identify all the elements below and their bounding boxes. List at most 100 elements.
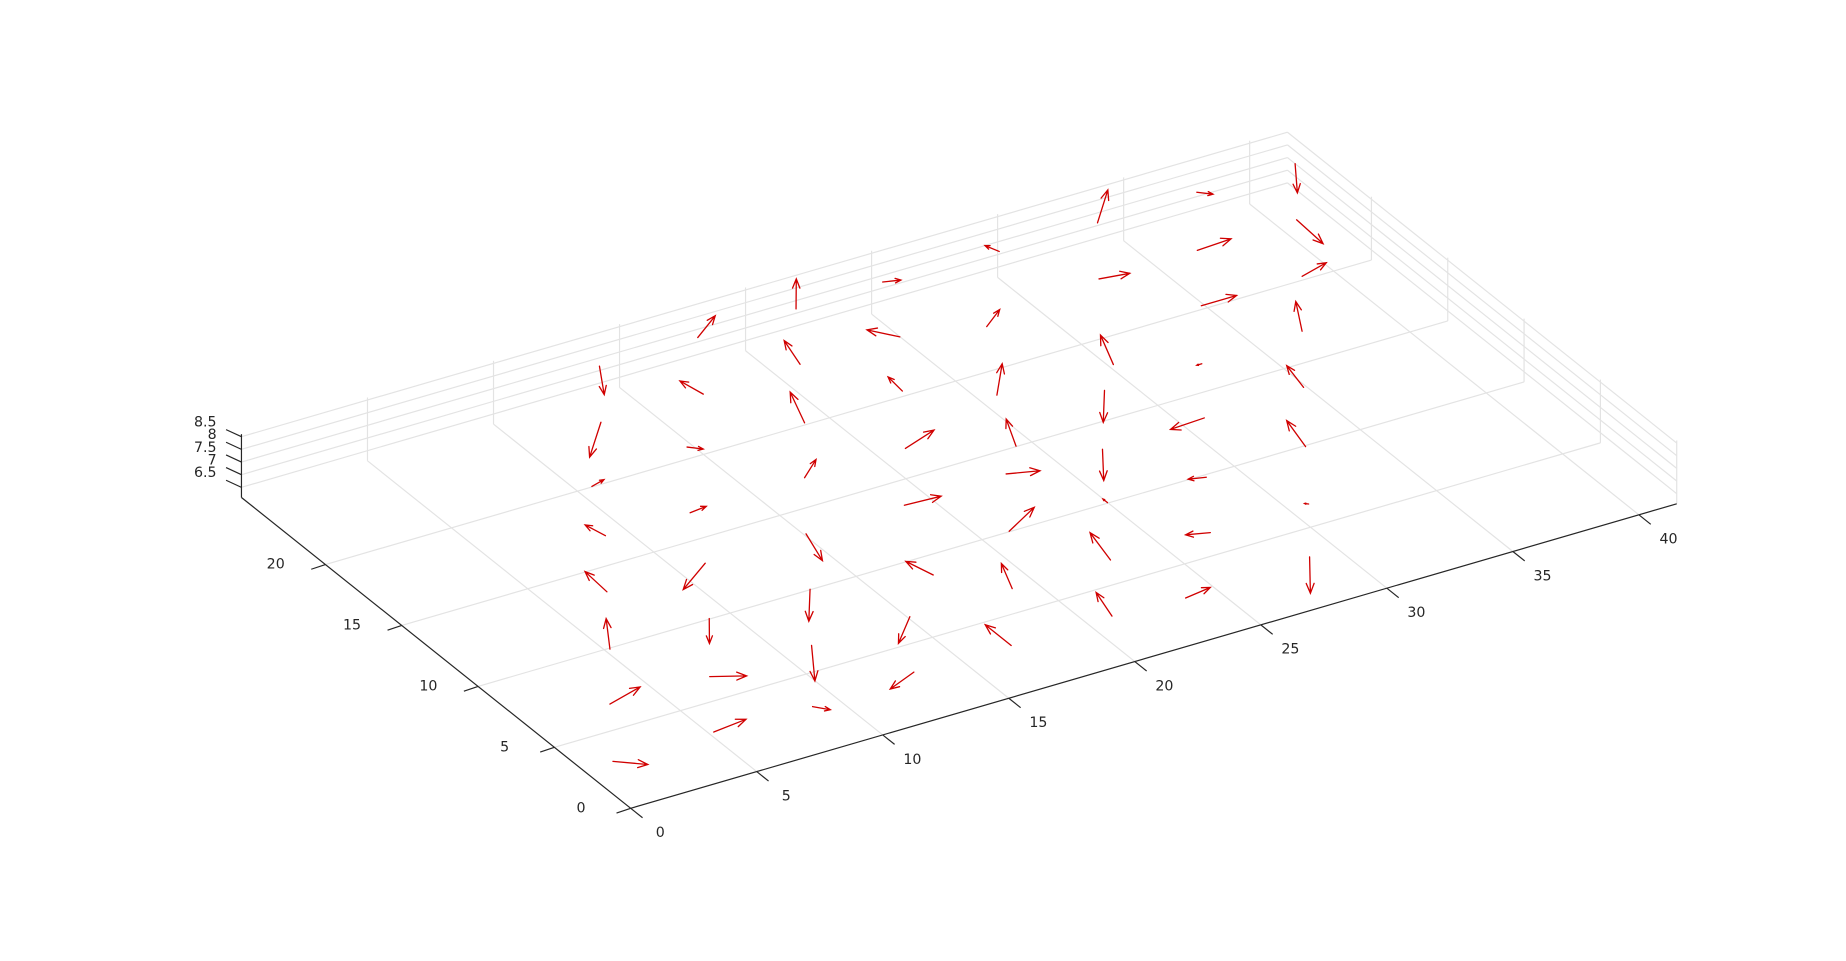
y-tick [463, 685, 479, 692]
z-tick-label: 7.5 [194, 440, 217, 456]
grid-line [241, 144, 1288, 450]
grid-line [619, 386, 1010, 699]
arrow [689, 505, 708, 514]
z-tick-label: 7 [208, 452, 217, 468]
y-tick-label: 0 [577, 800, 586, 816]
x-tick [882, 734, 895, 745]
z-tick-label: 6.5 [194, 465, 217, 481]
arrow [904, 560, 934, 576]
arrow [789, 390, 806, 424]
arrow [1305, 556, 1315, 596]
arrow [1095, 590, 1113, 617]
x-tick-label: 15 [1029, 715, 1047, 731]
grid-line [1287, 169, 1678, 482]
arrow [1302, 502, 1310, 505]
grid-line [241, 131, 1288, 438]
arrow [803, 457, 817, 479]
x-tick [630, 807, 643, 819]
x-tick-label: 35 [1533, 568, 1551, 584]
grid-line [745, 350, 1136, 663]
arrow [882, 277, 903, 284]
x-tick-label: 5 [782, 788, 791, 804]
arrow [583, 524, 607, 537]
arrow [1099, 333, 1115, 366]
arrow [1088, 531, 1112, 561]
grid-line [554, 442, 1601, 748]
arrow [1096, 188, 1110, 224]
y-tick [387, 624, 402, 631]
x-tick-label: 40 [1659, 532, 1677, 548]
arrow [686, 445, 705, 452]
x-tick [756, 771, 769, 782]
arrow [588, 421, 602, 459]
arrow [1183, 530, 1211, 538]
arrow [1098, 270, 1132, 280]
arrow [809, 644, 819, 683]
grid-line [241, 182, 1288, 488]
arrow [1292, 162, 1301, 195]
arrow [612, 759, 650, 769]
x-tick [1512, 551, 1526, 562]
arrow [1285, 364, 1305, 389]
arrow [598, 365, 607, 397]
x-tick-label: 20 [1155, 678, 1173, 694]
x-tick-label: 30 [1407, 605, 1425, 621]
grid-line [1287, 144, 1678, 457]
grid [240, 131, 1678, 809]
arrow [983, 623, 1012, 647]
arrow [591, 478, 606, 488]
arrow [986, 308, 1001, 328]
z-tick [225, 454, 242, 463]
arrow [903, 494, 943, 506]
x-tick-label: 0 [656, 825, 665, 841]
grid-line [1287, 157, 1678, 469]
grid-line [493, 423, 884, 736]
grid-line [1123, 240, 1514, 552]
y-tick [616, 807, 631, 814]
z-tick [225, 479, 242, 488]
z-tick-label: 8 [208, 427, 217, 443]
arrow [713, 718, 748, 733]
arrow [1005, 467, 1042, 477]
y-tick [311, 563, 326, 570]
axes: 0 5 10 15 20 25 30 35 40 0 5 10 15 20 6.577.588.5 [194, 415, 1678, 842]
arrow [811, 705, 833, 712]
grid-line [401, 320, 1448, 627]
arrow [1101, 497, 1109, 504]
arrow [602, 616, 612, 650]
arrow [682, 562, 706, 591]
arrow [1295, 219, 1325, 245]
arrow [783, 339, 801, 365]
arrow [583, 570, 608, 593]
grid-line [241, 169, 1288, 476]
arrow [805, 533, 824, 563]
arrow [1200, 293, 1239, 307]
x-tick [1134, 661, 1148, 672]
arrow [886, 375, 904, 392]
y-tick [540, 746, 555, 753]
y-tick-label: 15 [343, 617, 361, 633]
x-tick-label: 25 [1281, 642, 1299, 658]
y-tick-label: 20 [267, 557, 285, 573]
arrow [897, 616, 911, 645]
arrow [609, 686, 642, 705]
x-axis [630, 503, 1677, 809]
arrow [1301, 261, 1328, 278]
arrow [996, 361, 1006, 396]
arrow [888, 671, 915, 690]
z-tick [225, 429, 242, 438]
grid-line [367, 460, 758, 773]
arrow [1196, 237, 1233, 251]
z-tick [225, 467, 242, 476]
grid-line [241, 156, 1288, 463]
grid-line [1287, 131, 1678, 444]
arrow [865, 327, 901, 338]
arrow [1186, 475, 1207, 482]
x-tick [1638, 514, 1652, 525]
arrow [804, 588, 814, 623]
arrow [705, 617, 714, 646]
y-axis [241, 497, 632, 809]
grid-line [1287, 182, 1678, 495]
